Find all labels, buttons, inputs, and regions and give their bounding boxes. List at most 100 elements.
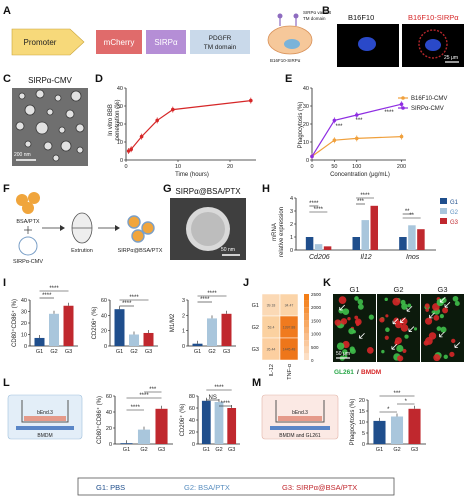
j-row-label-0: G1 [252,303,259,309]
e-xlabel: Concentration (μg/mL) [330,172,390,178]
k-cell-1-25 [384,335,389,340]
k-arrow-1-0 [391,343,398,350]
chartD-xtick-label-0: 0 [124,164,127,170]
i-c-ytick-label-1: 1 [182,329,185,335]
l-b-sig-1: **** [214,385,224,391]
e-sig-2: *** [355,118,363,124]
extrusion-label: Extrution [71,248,93,254]
l-b-ytick-label-0: 0 [192,442,195,448]
k-cell-1-11 [385,314,389,318]
k-cell-0-7 [348,327,355,335]
i-b-xlabel-2: G3 [145,349,152,355]
h-ytick-label-2: 2 [290,222,293,228]
i-c-sig-0: **** [200,297,210,303]
k-cell-2-24 [442,307,449,314]
scale-g-label: 50 nm [221,247,235,253]
k-cell-0-3 [357,299,364,305]
sirpa-variant-label: SIRPα variant [303,10,332,15]
chartD-point-0-2 [139,134,144,139]
k-cell-1-16 [394,337,402,345]
l-b-ytick-label-4: 80 [189,394,195,400]
k-cell-2-16 [440,326,447,333]
vesicle-4 [24,104,36,116]
receptor-head-2 [293,13,299,19]
h-bar-1-1 [361,220,369,250]
h-sig-4: ** [405,209,410,215]
j-colorbar-step-3 [304,313,309,321]
h-legend-swatch-g1 [440,198,447,204]
k-cell-2-21 [433,354,441,362]
chartE-ytick-label-4: 40 [303,86,309,92]
k-arrow-2-3 [439,331,445,338]
chartE-xtick-label-1: 50 [331,164,337,170]
f-arrowhead-2 [115,225,120,231]
m-ytick-label-0: 0 [362,442,365,448]
scale-c-label: 200 nm [14,152,31,158]
tm-domain-label: TM domain [204,44,237,51]
l-a-bar-2 [155,408,168,444]
h-sig-3: **** [360,193,370,199]
h-legend-g3: G3 [450,220,459,226]
i-a-ytick-label-3: 30 [21,310,27,316]
bmdm-layer-l [16,426,74,430]
chartD-point-0-3 [155,118,159,123]
e-legend-2: SIRPα-CMV [411,106,444,112]
k-arrow-2-4 [454,342,461,348]
j-colorbar-step-4 [304,320,309,327]
l-a-sig-1: **** [139,393,149,399]
vesicle-2 [54,94,62,102]
panel-letter-l: L [3,377,10,389]
k-legend-sep: / [357,369,359,376]
k-cell-0-22 [344,354,348,358]
chartD-point-0-0 [126,149,131,153]
l-b-xlabel-0: G1 [203,447,210,453]
k-cell-1-5 [407,303,412,308]
chartD-ytick-label-4: 40 [117,86,123,92]
j-scale-4: 500 [311,345,319,350]
panel-letter-i: I [3,277,6,289]
chartD-axes [125,88,256,161]
vesicle-3 [70,90,82,102]
k-cell-2-10 [443,354,448,360]
k-arrow-2-1 [444,301,451,308]
vesicle-6 [65,109,75,119]
key-g2: G2: BSA/PTX [184,483,230,492]
i-c-bar-0 [192,343,203,346]
sirpa-box [146,30,186,54]
e-sig-1: *** [335,124,343,130]
bsa-ptx-particles [16,192,40,214]
sirpa-cmv-label: SIRPα-CMV [13,259,43,265]
h-sig-2: *** [357,199,365,205]
vesicle-12 [43,141,53,151]
j-value-0-0: 39.18 [267,304,276,308]
promoter-label: Promoter [24,38,57,47]
i-b-ylabel: CD206⁺ (%) [91,307,98,340]
h-sig-5: ** [409,213,414,219]
l-a-xlabel-2: G3 [158,447,165,453]
m-box-bottom: BMDM and GL261 [279,433,321,439]
k-cell-2-9 [425,308,430,312]
j-value-2-0: 26.44 [267,348,276,352]
nucleus-blue-2 [425,39,441,51]
h-bar-2-1 [408,225,416,250]
key-g3: G3: SIRPα@BSA/PTX [282,483,357,492]
i-b-xlabel-0: G1 [116,349,123,355]
chartE-series-line-1 [311,103,402,157]
h-ylabel-2: relative expression [279,207,285,257]
i-b-bar-1 [129,334,139,346]
l-box-top: bEnd.3 [37,410,53,416]
i-b-sig-1: **** [129,295,139,301]
i-a-sig-1: **** [49,286,59,292]
i-a-xlabel-2: G3 [65,349,72,355]
l-b-bar-1 [214,402,224,444]
j-row-label-2: G3 [252,347,259,353]
l-a-xlabel-1: G2 [140,447,147,453]
m-xlabel-1: G2 [393,447,400,453]
j-scale-2: 1500 [311,318,322,323]
sirpa-label: SIRPα [154,38,178,47]
i-b-ytick-label-3: 60 [101,298,107,304]
i-c-ytick-label-0: 0 [182,344,185,350]
j-value-0-1: 34.47 [285,304,294,308]
h-legend-g1: G1 [450,200,459,206]
